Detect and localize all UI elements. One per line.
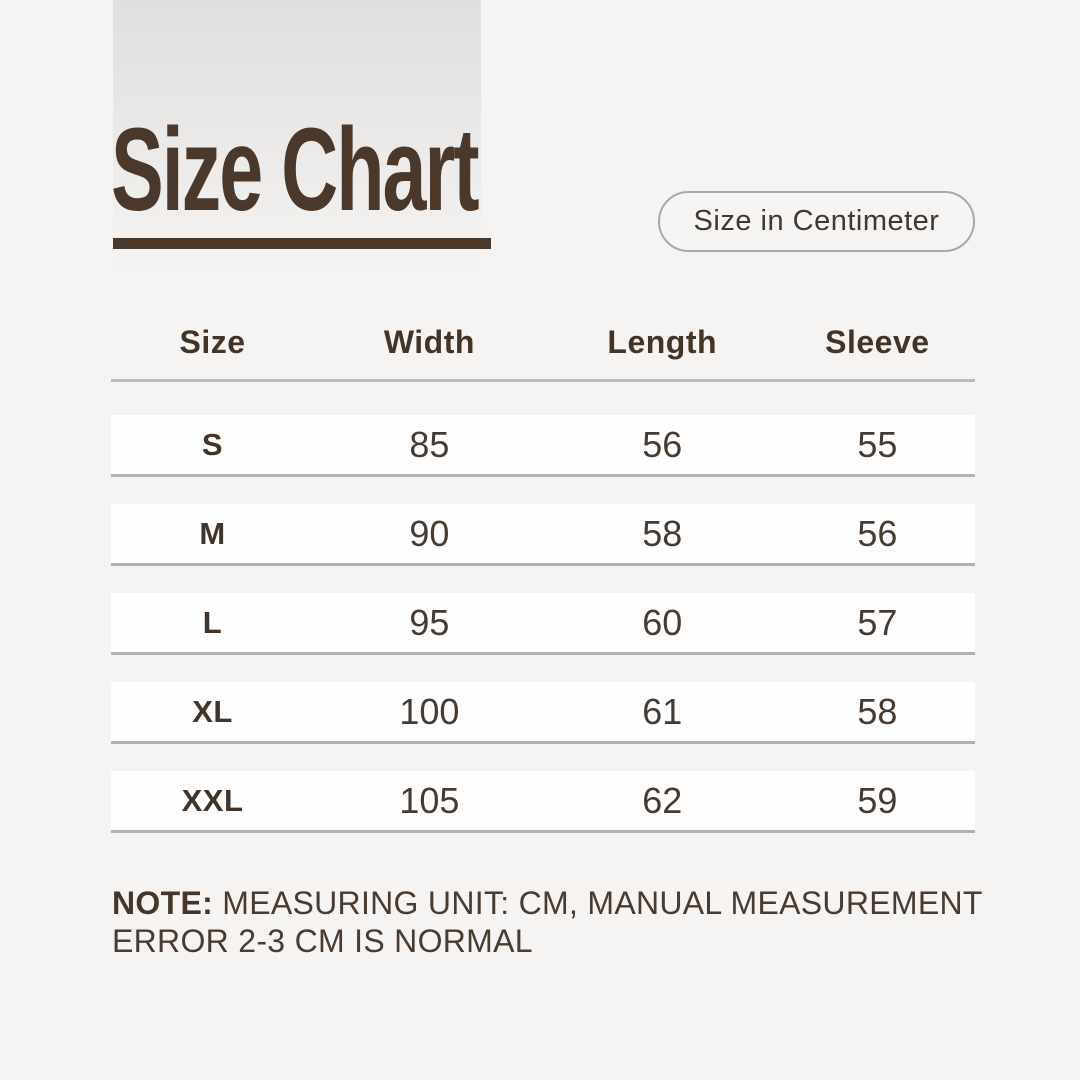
- measurement-note: NOTE: MEASURING UNIT: CM, MANUAL MEASURE…: [112, 884, 983, 960]
- note-label: NOTE:: [112, 885, 214, 921]
- cell-width: 85: [409, 423, 450, 465]
- note-line-1-text: MEASURING UNIT: CM, MANUAL MEASUREMENT: [222, 885, 983, 921]
- header-divider: [111, 379, 975, 382]
- cell-sleeve: 59: [857, 779, 898, 821]
- cell-sleeve: 57: [857, 601, 898, 643]
- note-line-1: NOTE: MEASURING UNIT: CM, MANUAL MEASURE…: [112, 884, 983, 922]
- row-size-label: L: [202, 605, 223, 640]
- table-row: M 90 58 56: [111, 504, 975, 566]
- cell-length: 61: [642, 690, 683, 732]
- table-row: S 85 56 55: [111, 415, 975, 477]
- column-header-length: Length: [607, 324, 718, 360]
- table-body: S 85 56 55 M 90 58 56 L 95 60 57 XL 100 61 58 XXL 105 62 59: [111, 415, 975, 833]
- row-size-label: M: [199, 516, 226, 551]
- cell-length: 62: [642, 779, 683, 821]
- size-table: Size Width Length Sleeve S 85 56 55 M 90 58 56 L…: [111, 305, 975, 860]
- page-title: Size Chart: [111, 104, 480, 236]
- note-line-2: ERROR 2-3 CM IS NORMAL: [112, 922, 983, 960]
- unit-badge-label: Size in Centimeter: [693, 205, 940, 237]
- title-background-gradient: [113, 0, 481, 300]
- cell-width: 100: [399, 690, 460, 732]
- column-header-width: Width: [383, 324, 475, 360]
- cell-sleeve: 55: [857, 423, 898, 465]
- cell-length: 58: [642, 512, 683, 554]
- cell-length: 56: [642, 423, 683, 465]
- row-size-label: XXL: [181, 783, 244, 818]
- table-row: XL 100 61 58: [111, 682, 975, 744]
- cell-width: 95: [409, 601, 450, 643]
- column-header-size: Size: [179, 324, 246, 360]
- title-underline: [113, 238, 491, 249]
- cell-length: 60: [642, 601, 683, 643]
- table-header-row: Size Width Length Sleeve: [111, 305, 975, 379]
- row-size-label: XL: [192, 694, 233, 729]
- row-size-label: S: [201, 427, 224, 462]
- table-row: L 95 60 57: [111, 593, 975, 655]
- unit-badge: Size in Centimeter: [658, 191, 975, 252]
- cell-width: 105: [399, 779, 460, 821]
- cell-sleeve: 58: [857, 690, 898, 732]
- column-header-sleeve: Sleeve: [825, 324, 930, 360]
- note-line-2-text: ERROR 2-3 CM IS NORMAL: [112, 923, 533, 959]
- cell-width: 90: [409, 512, 450, 554]
- cell-sleeve: 56: [857, 512, 898, 554]
- table-row: XXL 105 62 59: [111, 771, 975, 833]
